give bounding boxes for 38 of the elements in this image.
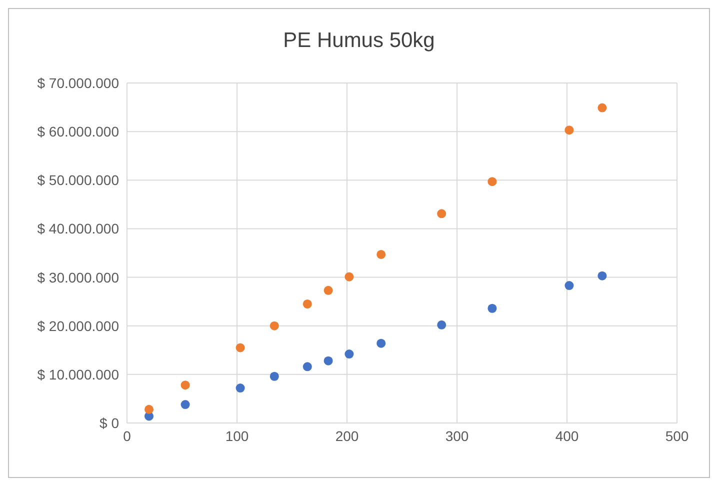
x-tick-label: 300 xyxy=(445,428,469,444)
x-tick-label: 100 xyxy=(225,428,249,444)
point xyxy=(437,209,446,218)
point xyxy=(270,321,279,330)
y-tick-label: $ 10.000.000 xyxy=(37,366,120,382)
y-tick-label: $ 20.000.000 xyxy=(37,318,120,334)
y-tick-label: $ 50.000.000 xyxy=(37,172,120,188)
x-tick-label: 0 xyxy=(123,428,132,444)
chart-title: PE Humus 50kg xyxy=(282,29,436,54)
point xyxy=(144,404,154,414)
point xyxy=(564,126,574,135)
point xyxy=(324,356,333,366)
point xyxy=(376,250,386,259)
point xyxy=(302,362,312,372)
y-tick-label: $ 30.000.000 xyxy=(37,269,120,286)
point xyxy=(236,343,245,352)
point xyxy=(344,350,354,359)
y-tick-label: $ 40.000.000 xyxy=(37,220,120,237)
point xyxy=(437,320,446,330)
point xyxy=(598,271,607,280)
point xyxy=(376,338,386,348)
y-tick-label: $ 70.000.000 xyxy=(37,74,120,91)
x-tick-label: 500 xyxy=(665,428,689,444)
point xyxy=(180,380,190,390)
point xyxy=(488,177,497,186)
point xyxy=(488,304,497,313)
point xyxy=(324,286,333,295)
x-tick-label: 400 xyxy=(555,428,579,444)
point xyxy=(236,384,245,393)
point xyxy=(180,400,190,410)
point xyxy=(598,103,607,112)
point xyxy=(344,272,354,282)
y-tick-label: $ 0 xyxy=(100,414,120,431)
point xyxy=(564,281,574,290)
y-tick-label: $ 60.000.000 xyxy=(37,124,120,140)
point xyxy=(302,299,312,309)
x-tick-label: 200 xyxy=(335,428,359,444)
point xyxy=(270,372,279,381)
